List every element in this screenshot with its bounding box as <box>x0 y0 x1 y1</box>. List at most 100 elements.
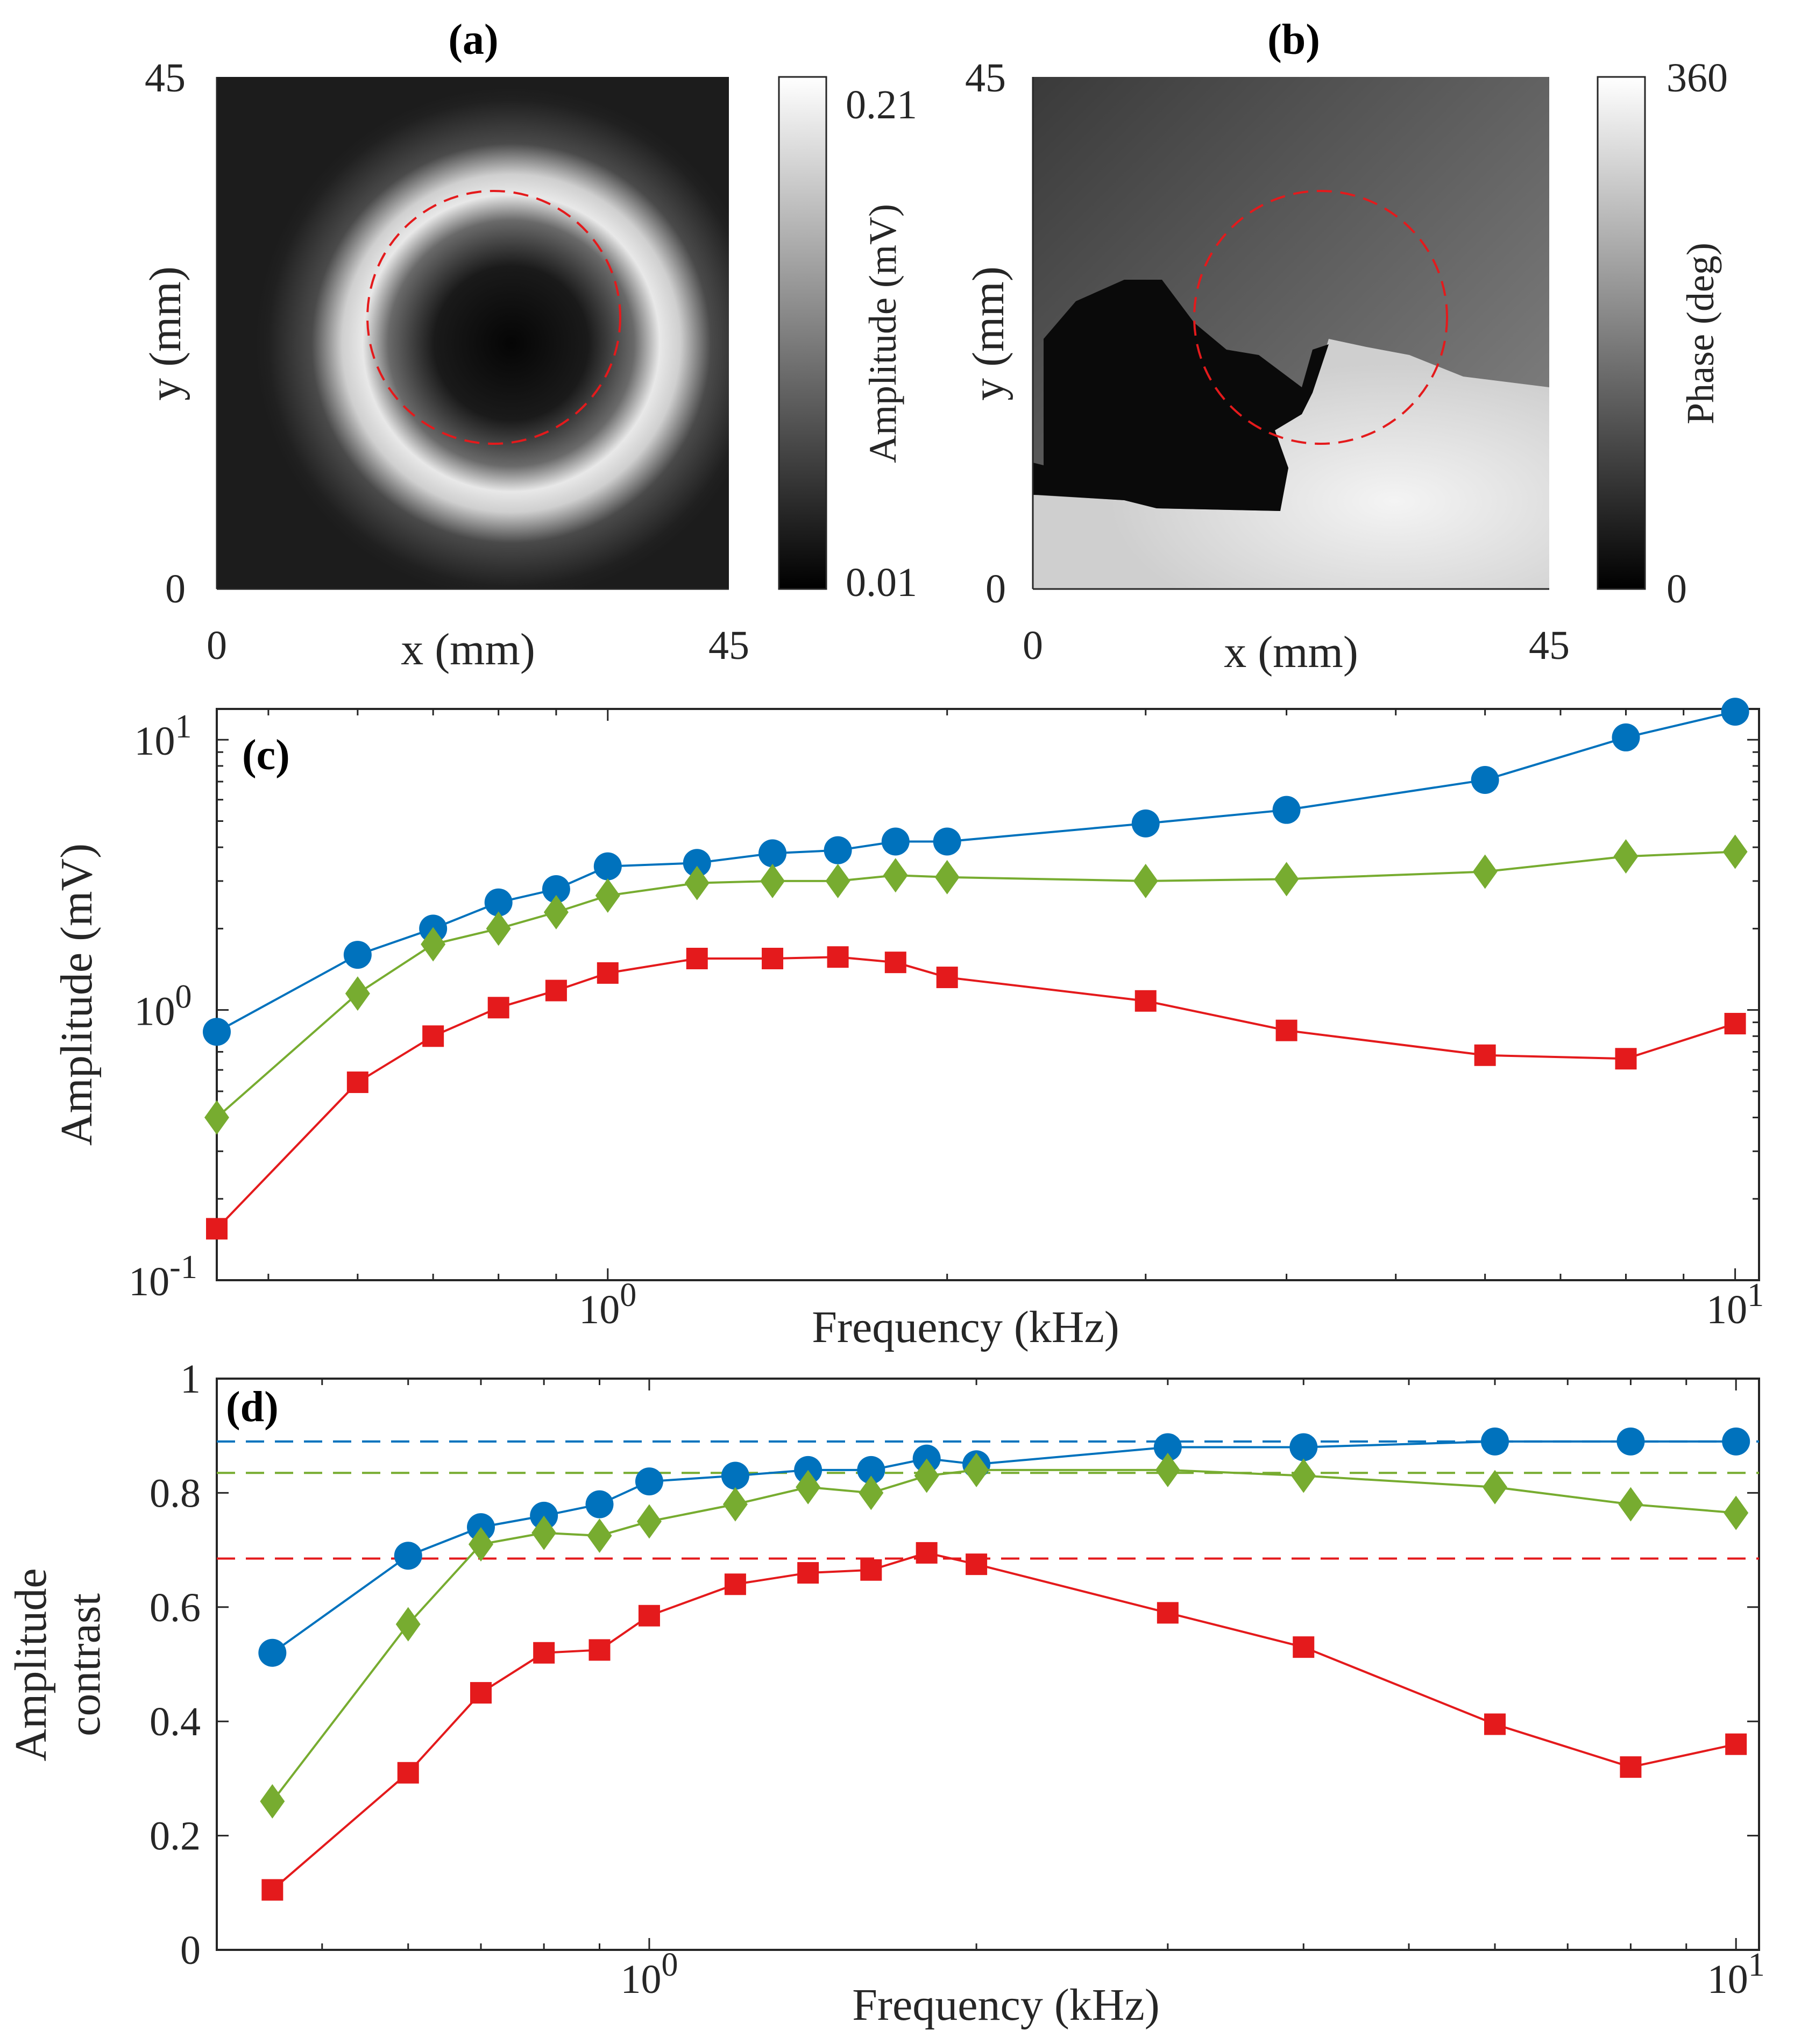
data-point-circle <box>857 1456 885 1484</box>
defect-outline-circle <box>1193 190 1448 445</box>
data-point-circle <box>1471 765 1499 794</box>
panel-c-title: (c) <box>242 732 290 779</box>
panel-b-ytick-max: 45 <box>965 55 1006 101</box>
data-point-square <box>936 967 958 989</box>
y-tick-label: 0.4 <box>150 1699 201 1744</box>
data-point-square <box>1724 1013 1746 1035</box>
y-tick-label: 1 <box>180 1357 201 1402</box>
amplitude-colorbar-label: Amplitude (mV) <box>861 204 904 463</box>
panel-c-xlabel: Frequency (kHz) <box>812 1302 1119 1352</box>
panel-a-xlabel: x (mm) <box>401 624 535 675</box>
panel-b-ytick-min: 0 <box>985 566 1006 612</box>
data-point-diamond <box>1483 1470 1508 1504</box>
y-tick-label: 100 <box>134 979 192 1034</box>
panel-b-title: (b) <box>1267 16 1320 63</box>
data-point-diamond <box>486 911 511 946</box>
data-point-circle <box>1272 796 1301 824</box>
panel-c-axes-box <box>216 708 1760 1281</box>
data-point-diamond <box>468 1527 493 1562</box>
data-point-circle <box>1131 809 1160 838</box>
amplitude-map <box>217 77 729 589</box>
phase-colorbar-label: Phase (deg) <box>1679 243 1722 424</box>
data-point-square <box>724 1573 746 1595</box>
data-point-square <box>1620 1756 1642 1778</box>
series-line <box>271 1468 1736 1802</box>
data-point-square <box>1474 1044 1496 1066</box>
data-point-square <box>597 962 619 984</box>
data-point-circle <box>635 1467 663 1496</box>
data-point-circle <box>203 1018 231 1046</box>
data-point-square <box>638 1605 660 1627</box>
data-point-diamond <box>1133 863 1158 898</box>
series-line <box>272 1440 1736 1654</box>
data-point-square <box>1293 1636 1315 1658</box>
data-point-diamond <box>345 976 370 1011</box>
series-line <box>216 711 1736 1033</box>
data-point-square <box>966 1553 988 1575</box>
data-point-diamond <box>1274 862 1299 897</box>
data-point-square <box>1275 1019 1297 1041</box>
phase-colorbar-max: 360 <box>1667 55 1728 101</box>
data-point-circle <box>394 1542 422 1570</box>
data-point-diamond <box>421 927 446 962</box>
phase-map-dark-region <box>1033 280 1329 511</box>
data-point-square <box>346 1071 368 1094</box>
data-point-square <box>1134 990 1157 1012</box>
data-point-diamond <box>595 878 620 913</box>
data-point-circle <box>343 941 372 969</box>
data-point-diamond <box>859 1475 884 1510</box>
data-point-circle <box>933 827 961 856</box>
y-tick-label: 0.8 <box>150 1471 201 1516</box>
data-point-diamond <box>914 1458 939 1493</box>
x-tick-exponent: 0 <box>620 1277 636 1314</box>
series-line <box>272 1551 1736 1891</box>
data-point-square <box>261 1879 283 1901</box>
data-point-square <box>588 1639 611 1661</box>
data-point-square <box>762 948 784 970</box>
panel-b-ylabel: y (mm) <box>963 266 1013 401</box>
data-point-diamond <box>964 1452 989 1487</box>
data-point-diamond <box>1155 1452 1180 1487</box>
data-point-square <box>1725 1733 1747 1755</box>
data-point-circle <box>1616 1427 1645 1456</box>
data-point-square <box>797 1562 819 1584</box>
panel-a-ylabel: y (mm) <box>140 266 190 401</box>
panel-c-ylabel: Amplitude (mV) <box>52 843 102 1146</box>
phase-colorbar <box>1597 76 1646 590</box>
data-point-square <box>1615 1048 1637 1070</box>
data-point-circle <box>1153 1433 1182 1461</box>
data-point-square <box>827 946 849 968</box>
data-point-circle <box>1289 1433 1318 1461</box>
panel-a: (a) 45 0 0 45 x (mm) y (mm) 0.21 0.01 Am… <box>140 16 917 675</box>
data-point-square <box>545 980 567 1002</box>
data-point-diamond <box>1724 1495 1749 1530</box>
data-point-circle <box>593 852 622 881</box>
panel-b-xtick-min: 0 <box>1023 623 1043 668</box>
panel-a-title: (a) <box>448 16 498 63</box>
data-point-circle <box>721 1461 749 1490</box>
y-tick-label: 0.2 <box>150 1814 201 1859</box>
data-point-diamond <box>825 863 850 898</box>
panel-d-ylabel-line1: Amplitude <box>6 1568 56 1761</box>
data-point-circle <box>484 888 513 917</box>
panel-d-ticks: 100 101 0 0.2 0.4 0.6 0.8 1 <box>150 1357 1765 2002</box>
data-point-square <box>1157 1602 1179 1624</box>
amplitude-colorbar <box>778 76 827 590</box>
data-point-diamond <box>934 860 960 895</box>
data-point-square <box>1484 1713 1506 1735</box>
data-point-square <box>206 1218 228 1240</box>
amplitude-colorbar-min: 0.01 <box>846 560 917 605</box>
data-point-circle <box>1481 1427 1509 1456</box>
panel-d-chart: (d) 100 101 0 0.2 0.4 0.6 0.8 1 Frequency (kHz)… <box>6 1357 1765 2030</box>
panel-d-ylabel-line2: contrast <box>60 1593 110 1736</box>
data-point-diamond <box>684 865 710 900</box>
panel-d-series <box>258 1427 1750 1901</box>
data-point-circle <box>683 849 711 877</box>
data-point-square <box>860 1559 882 1581</box>
x-tick-label: 100 <box>579 1277 636 1332</box>
panel-d-xlabel: Frequency (kHz) <box>852 1980 1159 2030</box>
data-point-circle <box>258 1638 287 1667</box>
panel-d-title: (d) <box>226 1383 279 1431</box>
